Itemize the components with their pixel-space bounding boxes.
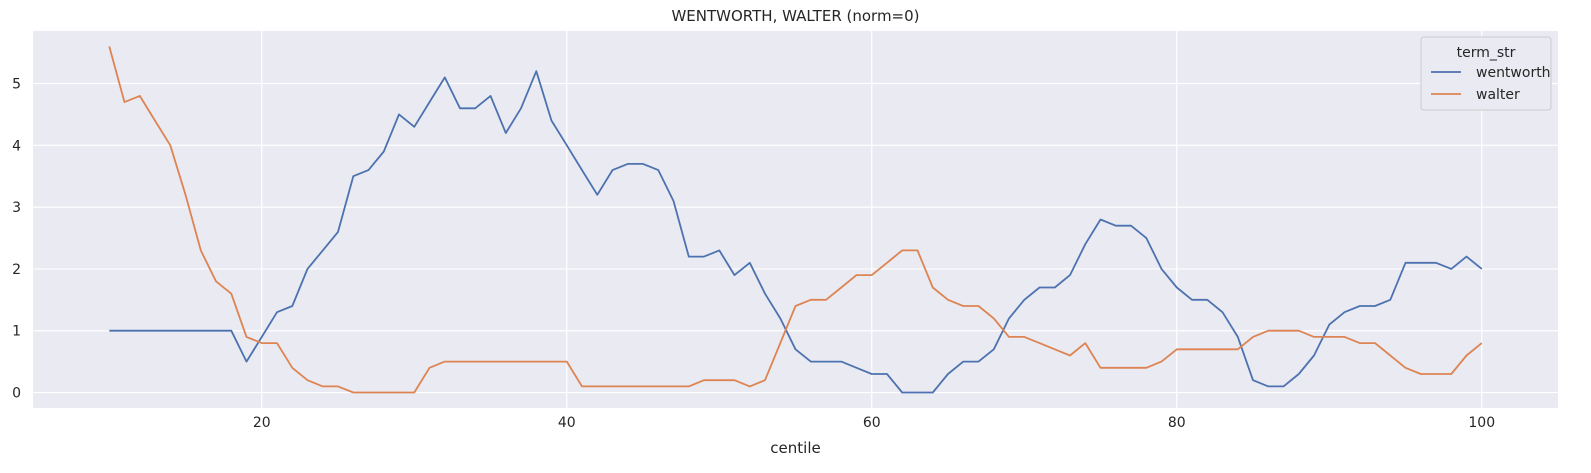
plot-area — [33, 31, 1558, 408]
series-line-wentworth — [109, 70, 1483, 394]
y-tick-label: 4 — [12, 138, 21, 154]
chart-title: WENTWORTH, WALTER (norm=0) — [671, 7, 919, 25]
legend-label-wentworth: wentworth — [1476, 65, 1551, 81]
legend: term_str wentworth walter — [1420, 36, 1552, 111]
legend-label-walter: walter — [1476, 87, 1520, 103]
x-tick-label: 100 — [1468, 415, 1495, 431]
y-tick-label: 1 — [12, 324, 21, 340]
y-tick-labels: 0 1 2 3 4 5 — [12, 77, 21, 402]
y-tick-label: 0 — [12, 386, 21, 402]
x-tick-label: 60 — [863, 415, 881, 431]
x-tick-label: 40 — [558, 415, 576, 431]
grid — [33, 31, 1558, 408]
x-tick-label: 80 — [1168, 415, 1186, 431]
series-line-walter — [108, 46, 1483, 394]
y-tick-label: 3 — [12, 200, 21, 216]
x-tick-labels: 20 40 60 80 100 — [253, 415, 1495, 431]
legend-title: term_str — [1457, 45, 1516, 61]
y-tick-label: 5 — [12, 77, 21, 93]
x-tick-label: 20 — [253, 415, 271, 431]
legend-box — [1420, 36, 1552, 111]
x-axis-label: centile — [770, 439, 820, 457]
series-lines — [108, 46, 1483, 394]
y-tick-label: 2 — [12, 262, 21, 278]
